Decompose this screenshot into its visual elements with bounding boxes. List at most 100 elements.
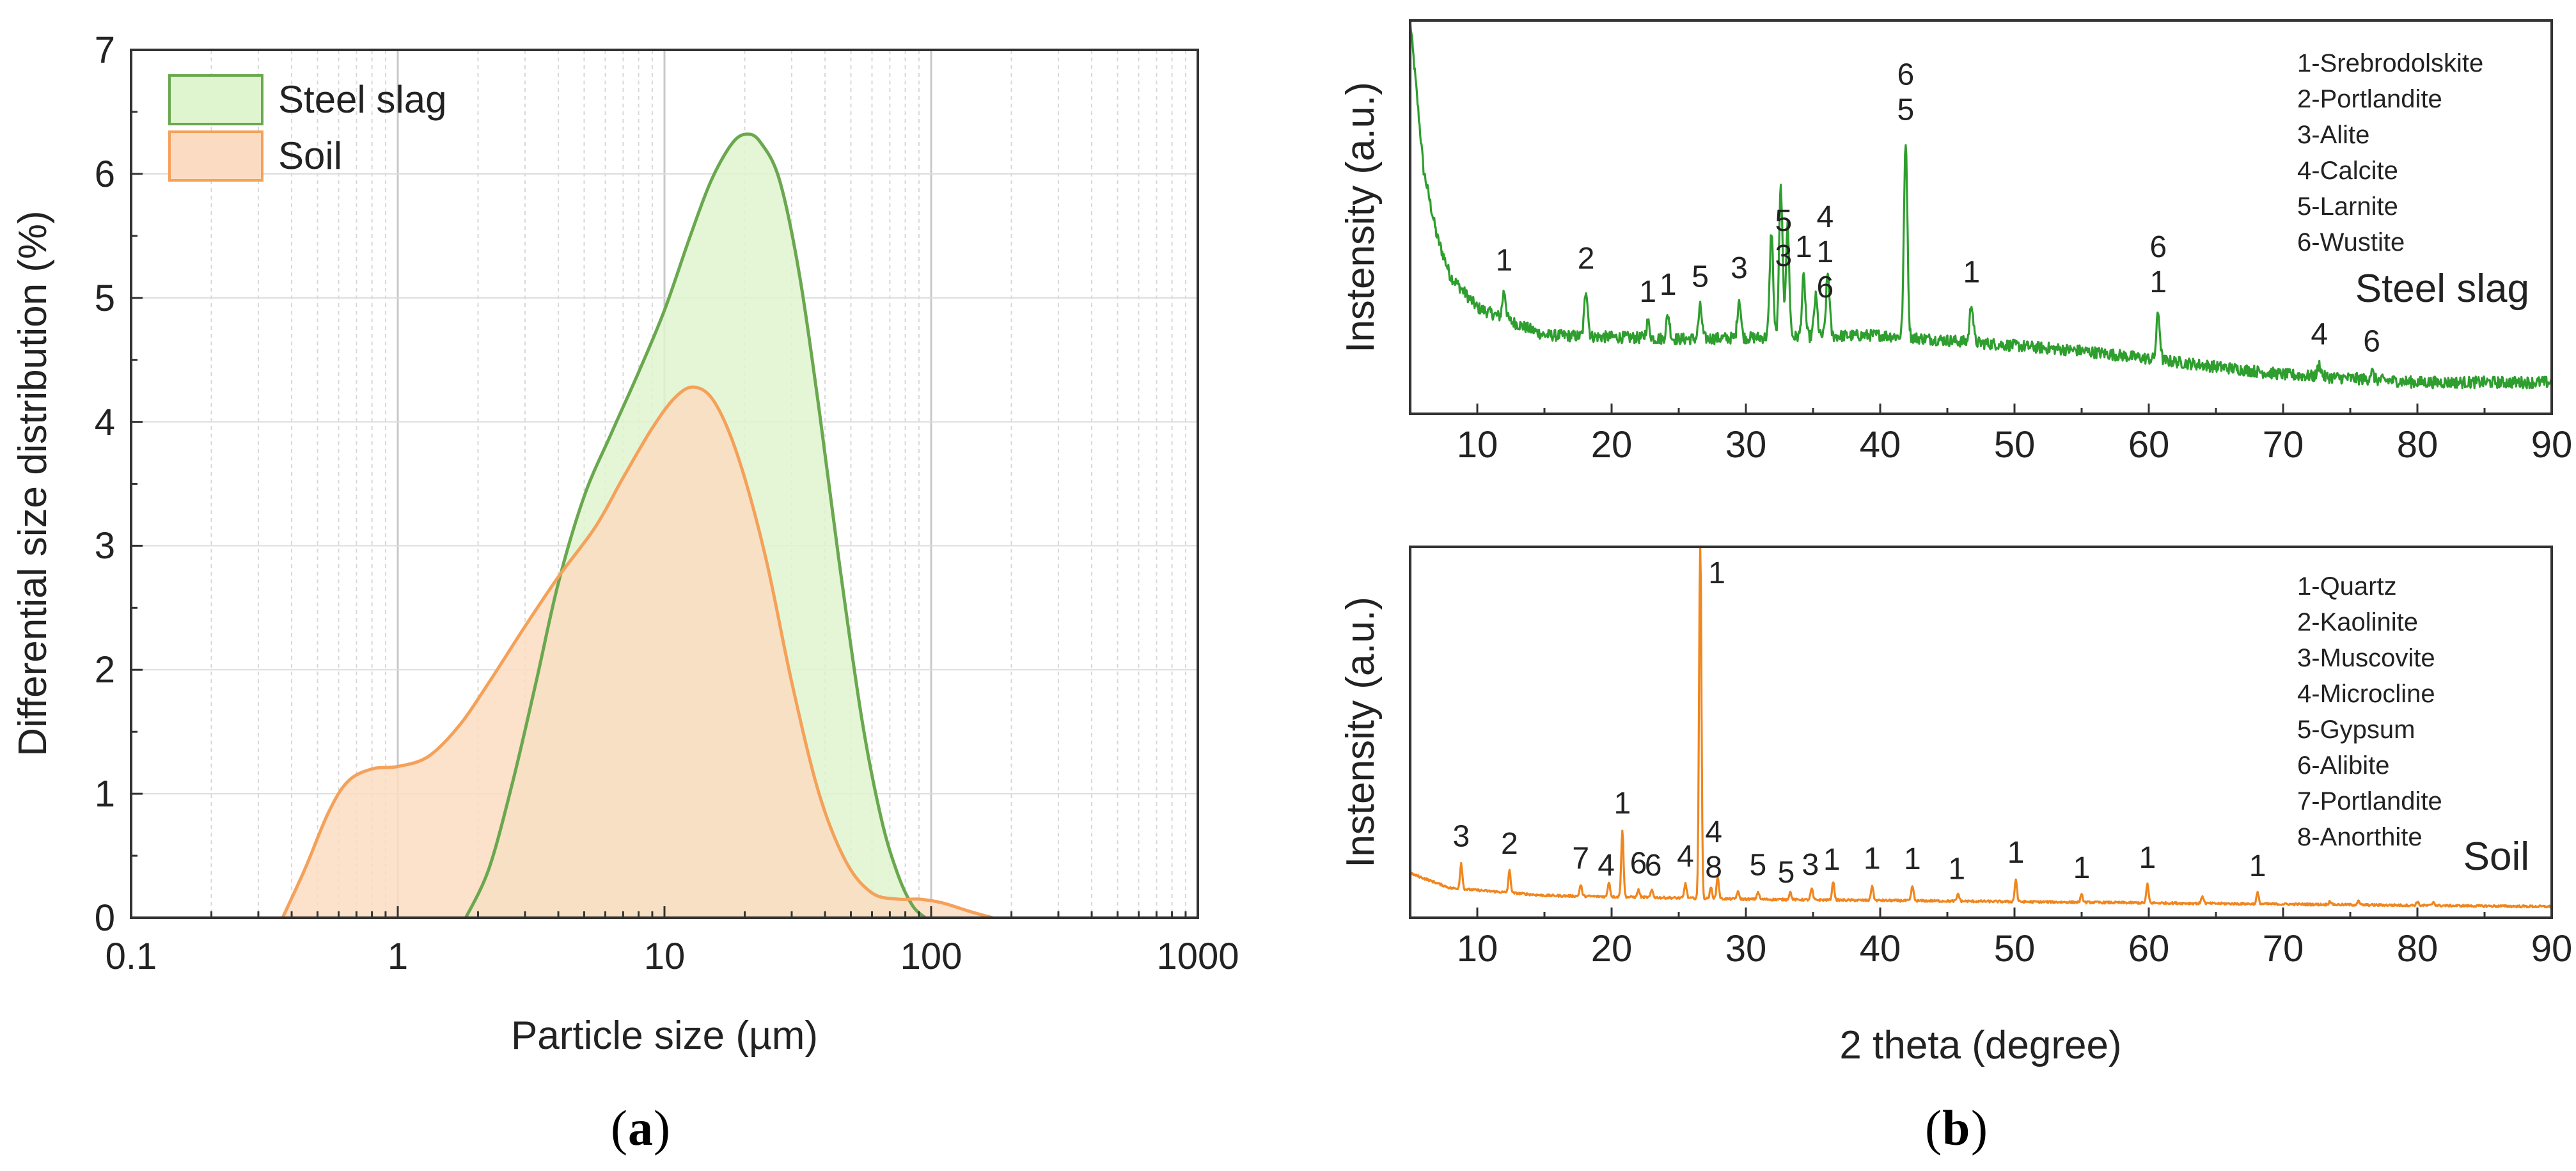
xrd-peak-label: 1 — [1660, 268, 1677, 302]
xrd-bottom-xtick-label: 80 — [2397, 928, 2439, 970]
xrd-peak-label: 5 — [1775, 204, 1792, 238]
a-yaxis-label: Differential size distribution (%) — [11, 210, 55, 756]
caption-a-open: ( — [611, 1100, 627, 1156]
a-xaxis-label: Particle size (µm) — [511, 1014, 818, 1058]
caption-a-close: ) — [654, 1100, 670, 1156]
a-xtick-4: 1000 — [1156, 936, 1239, 977]
xrd-bottom-xtick-label: 40 — [1860, 928, 1901, 970]
xrd-peak-label: 1 — [2139, 841, 2156, 875]
xrd-peak-label: 1 — [1948, 853, 1965, 886]
xrd-peak-label: 8 — [1705, 851, 1722, 884]
xrd-top-note-4: 4-Calcite — [2297, 157, 2398, 185]
legend-swatch-soil — [168, 130, 263, 182]
panel-a-psd-chart: 0.1 1 10 100 1000 0 1 2 3 4 5 6 7 Partic… — [11, 29, 1239, 1156]
legend-label-steel-slag: Steel slag — [278, 78, 447, 121]
xrd-top-xtick-label: 10 — [1457, 424, 1498, 466]
xrd-bottom-xtick-label: 70 — [2263, 928, 2304, 970]
xrd-top-note-1: 1-Srebrodolskite — [2297, 49, 2483, 77]
xrd-xaxis-label: 2 theta (degree) — [1839, 1023, 2121, 1067]
a-xtick-2: 10 — [644, 936, 686, 977]
xrd-peak-label: 4 — [1705, 815, 1722, 849]
xrd-peak-label: 5 — [1692, 260, 1709, 294]
xrd-peak-label: 4 — [2311, 317, 2328, 351]
xrd-top-xtick-label: 60 — [2128, 424, 2170, 466]
xrd-top-frame — [1409, 19, 2553, 415]
xrd-bottom-sample-label: Soil — [2463, 835, 2529, 879]
xrd-peak-label: 1 — [2073, 851, 2091, 885]
a-xtick-1: 1 — [388, 936, 408, 977]
xrd-bottom-frame — [1409, 546, 2553, 919]
xrd-peak-label: 1 — [1795, 230, 1812, 264]
xrd-top-xtick-label: 80 — [2397, 424, 2439, 466]
xrd-top-note-3: 3-Alite — [2297, 121, 2369, 149]
a-ytick-7: 7 — [95, 29, 115, 71]
xrd-top-note-6: 6-Wustite — [2297, 228, 2405, 256]
xrd-bottom-xtick-label: 60 — [2128, 928, 2170, 970]
xrd-top-xtick-label: 70 — [2263, 424, 2304, 466]
xrd-peak-label: 4 — [1598, 849, 1615, 883]
xrd-peak-label: 4 — [1817, 200, 1834, 234]
xrd-steel-slag-pattern — [1409, 20, 2553, 389]
xrd-peak-label: 6 — [2149, 230, 2167, 264]
caption-a-letter: a — [628, 1100, 653, 1156]
xrd-peak-label: 2 — [1578, 242, 1595, 276]
xrd-peak-label: 1 — [1639, 275, 1656, 309]
xrd-peak-label: 1 — [1864, 842, 1881, 876]
xrd-peak-label: 1 — [1496, 244, 1513, 278]
a-ytick-4: 4 — [95, 402, 115, 443]
xrd-peak-label: 2 — [1501, 827, 1518, 861]
xrd-peak-label: 4 — [1677, 840, 1694, 874]
xrd-bottom-note-6: 6-Alibite — [2297, 751, 2390, 780]
xrd-bottom-note-7: 7-Portlandite — [2297, 787, 2442, 815]
xrd-peak-label: 3 — [1452, 819, 1470, 853]
xrd-top-ticks — [1409, 404, 2553, 414]
xrd-bottom-note-2: 2-Kaolinite — [2297, 608, 2418, 636]
xrd-bottom-note-4: 4-Microcline — [2297, 680, 2435, 708]
a-ytick-2: 2 — [95, 649, 115, 691]
xrd-peak-label: 1 — [1823, 843, 1841, 877]
xrd-peak-label: 1 — [1614, 787, 1631, 821]
xrd-peak-label: 1 — [1904, 842, 1921, 876]
xrd-top-xtick-label: 90 — [2531, 424, 2573, 466]
caption-b-close: ) — [1971, 1100, 1988, 1156]
xrd-top-yaxis-label: Instensity (a.u.) — [1339, 82, 1383, 353]
xrd-peak-label: 1 — [2007, 836, 2025, 870]
xrd-bottom-ticks — [1409, 908, 2553, 918]
xrd-top-sample-label: Steel slag — [2355, 267, 2529, 311]
a-ytick-6: 6 — [95, 153, 115, 195]
xrd-peak-label: 1 — [2149, 265, 2167, 299]
xrd-peak-label: 1 — [1963, 256, 1980, 290]
xrd-peak-label: 6 — [1817, 271, 1834, 304]
xrd-top-xtick-label: 30 — [1725, 424, 1767, 466]
legend-swatch-steel-slag — [168, 74, 263, 125]
xrd-top-xtick-label: 40 — [1860, 424, 1901, 466]
xrd-peak-label: 6 — [1630, 846, 1647, 880]
xrd-top-note-2: 2-Portlandite — [2297, 85, 2442, 113]
a-ytick-1: 1 — [95, 773, 115, 815]
a-ytick-5: 5 — [95, 278, 115, 319]
a-ytick-3: 3 — [95, 525, 115, 567]
xrd-bottom-xtick-label: 30 — [1725, 928, 1767, 970]
xrd-peak-label: 3 — [1775, 239, 1792, 273]
xrd-peak-label: 5 — [1750, 849, 1767, 883]
a-xtick-3: 100 — [900, 936, 962, 977]
xrd-peak-label: 7 — [1572, 842, 1589, 876]
xrd-peak-label: 6 — [1897, 58, 1915, 92]
caption-b-letter: b — [1942, 1100, 1970, 1156]
xrd-soil-pattern — [1409, 546, 2552, 909]
xrd-bottom-note-8: 8-Anorthite — [2297, 823, 2423, 851]
xrd-peak-label: 6 — [1645, 849, 1662, 883]
xrd-bottom-yaxis-label: Instensity (a.u.) — [1339, 597, 1383, 868]
xrd-bottom-xtick-label: 10 — [1457, 928, 1498, 970]
xrd-peak-label: 1 — [1817, 235, 1834, 269]
steel-slag-line — [464, 132, 927, 919]
xrd-peak-label: 5 — [1778, 856, 1795, 890]
panel-a-ticks — [130, 49, 1199, 919]
xrd-top-note-5: 5-Larnite — [2297, 193, 2398, 221]
xrd-peak-label: 5 — [1897, 93, 1915, 127]
